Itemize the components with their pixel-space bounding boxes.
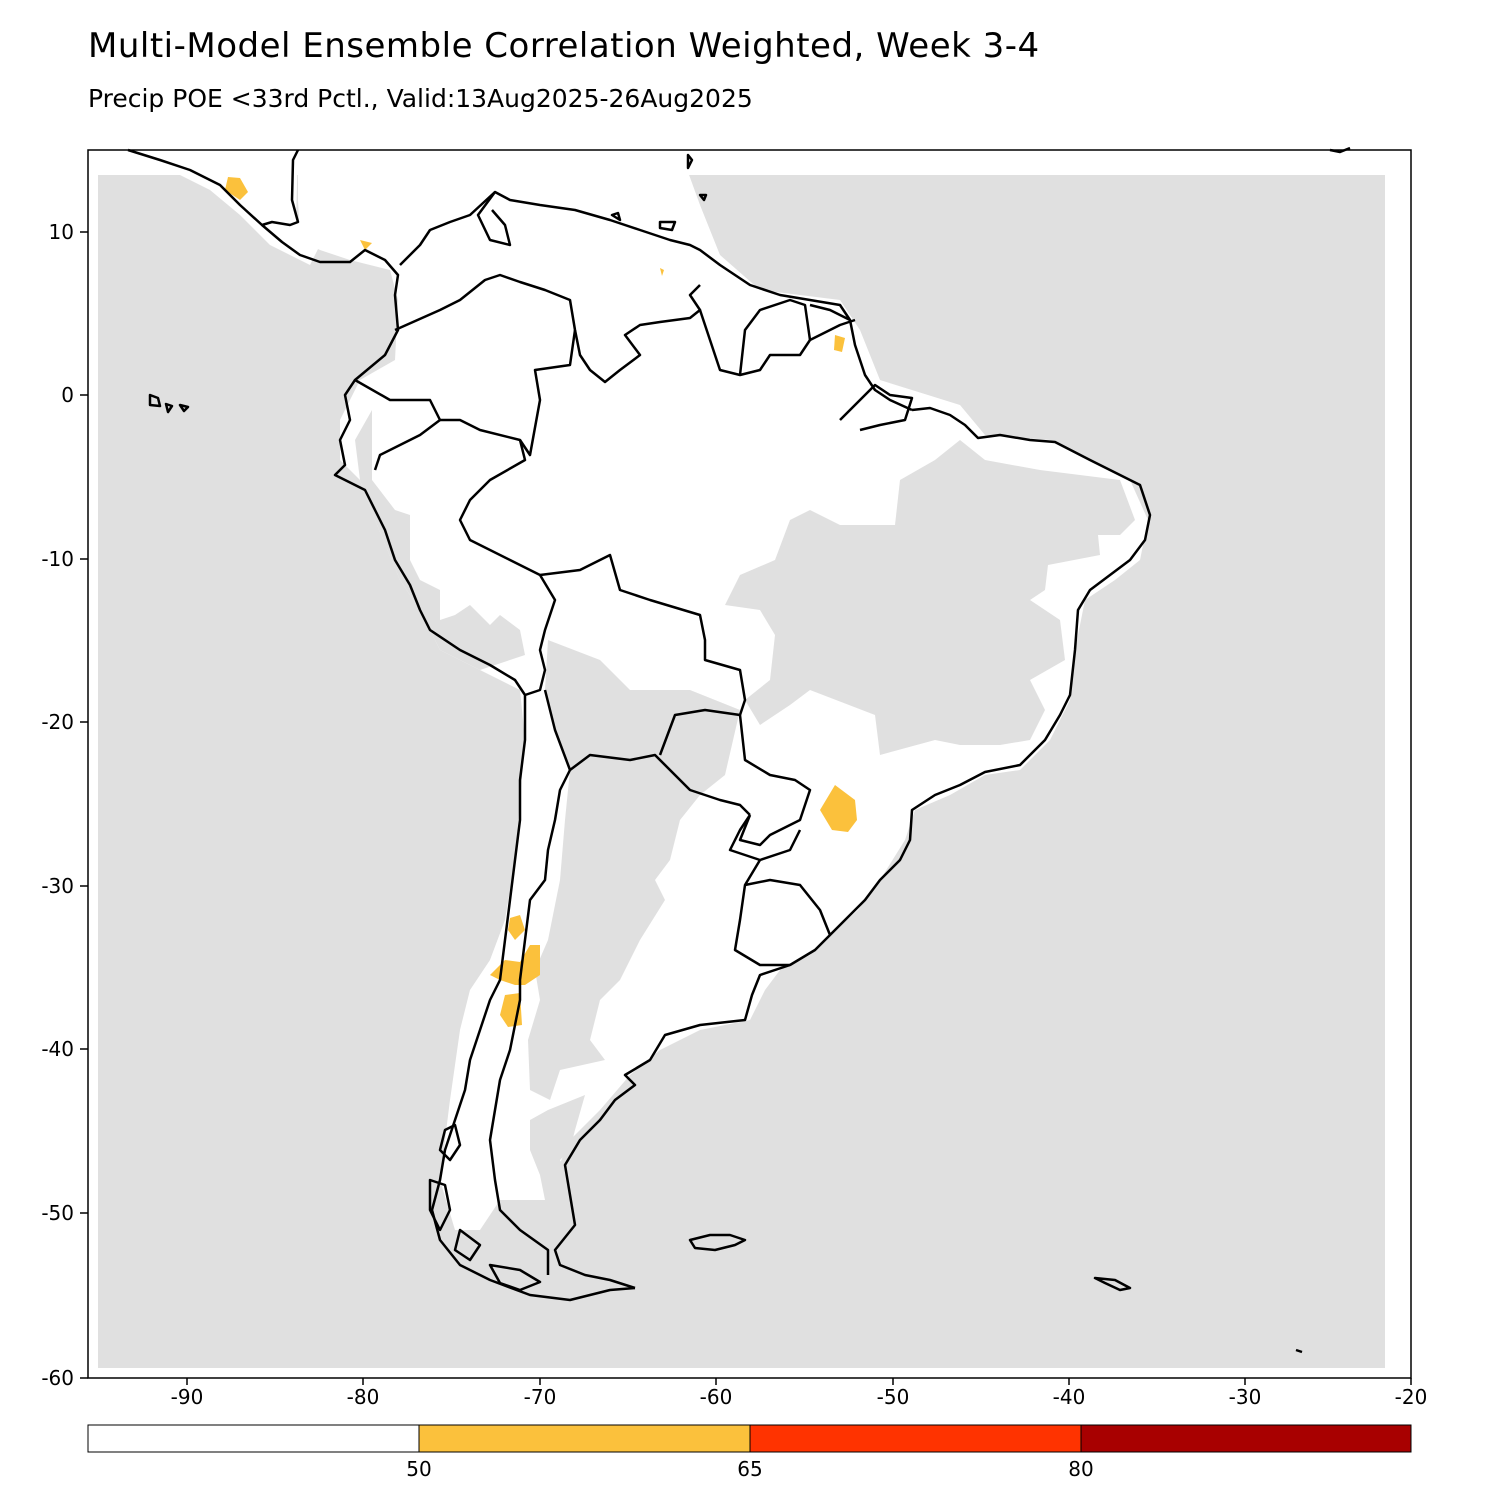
colorbar-bin-above-80 xyxy=(1080,1424,1412,1453)
map-title: Multi-Model Ensemble Correlation Weighte… xyxy=(88,26,1040,66)
x-tick-label: -60 xyxy=(700,1385,733,1409)
x-tick-label: -40 xyxy=(1053,1385,1086,1409)
colorbar-bin-50-65 xyxy=(418,1424,751,1453)
y-tick-label: 0 xyxy=(61,383,74,407)
y-tick-label: -30 xyxy=(41,874,74,898)
y-tick-label: -60 xyxy=(41,1366,74,1390)
y-tick-label: -10 xyxy=(41,547,74,571)
plot-frame xyxy=(87,149,1412,1379)
colorbar-bin-65-80 xyxy=(749,1424,1082,1453)
y-tick-label: -50 xyxy=(41,1201,74,1225)
y-tick-label: -20 xyxy=(41,710,74,734)
y-axis-labels: 10 0 -10 -20 -30 -40 -50 -60 xyxy=(41,220,74,1390)
colorbar-bin-below-50 xyxy=(87,1424,420,1453)
x-tick-label: -80 xyxy=(347,1385,380,1409)
probability-50-65-areas xyxy=(225,177,857,1027)
colorbar-label: 80 xyxy=(1068,1457,1093,1481)
coastlines xyxy=(127,146,1351,1354)
x-tick-label: -30 xyxy=(1229,1385,1262,1409)
map-subtitle: Precip POE <33rd Pctl., Valid:13Aug2025-… xyxy=(88,84,753,113)
x-tick-label: -70 xyxy=(524,1385,557,1409)
x-axis-labels: -90 -80 -70 -60 -50 -40 -30 -20 xyxy=(171,1385,1428,1409)
x-tick-label: -20 xyxy=(1395,1385,1428,1409)
colorbar-label: 65 xyxy=(737,1457,762,1481)
x-tick-label: -90 xyxy=(171,1385,204,1409)
y-tick-label: -40 xyxy=(41,1037,74,1061)
axis-ticks xyxy=(80,231,1412,1385)
colorbar: 50 65 80 xyxy=(87,1424,1412,1481)
land-mask xyxy=(128,150,1148,1230)
colorbar-label: 50 xyxy=(406,1457,431,1481)
x-tick-label: -50 xyxy=(877,1385,910,1409)
y-tick-label: 10 xyxy=(49,220,74,244)
